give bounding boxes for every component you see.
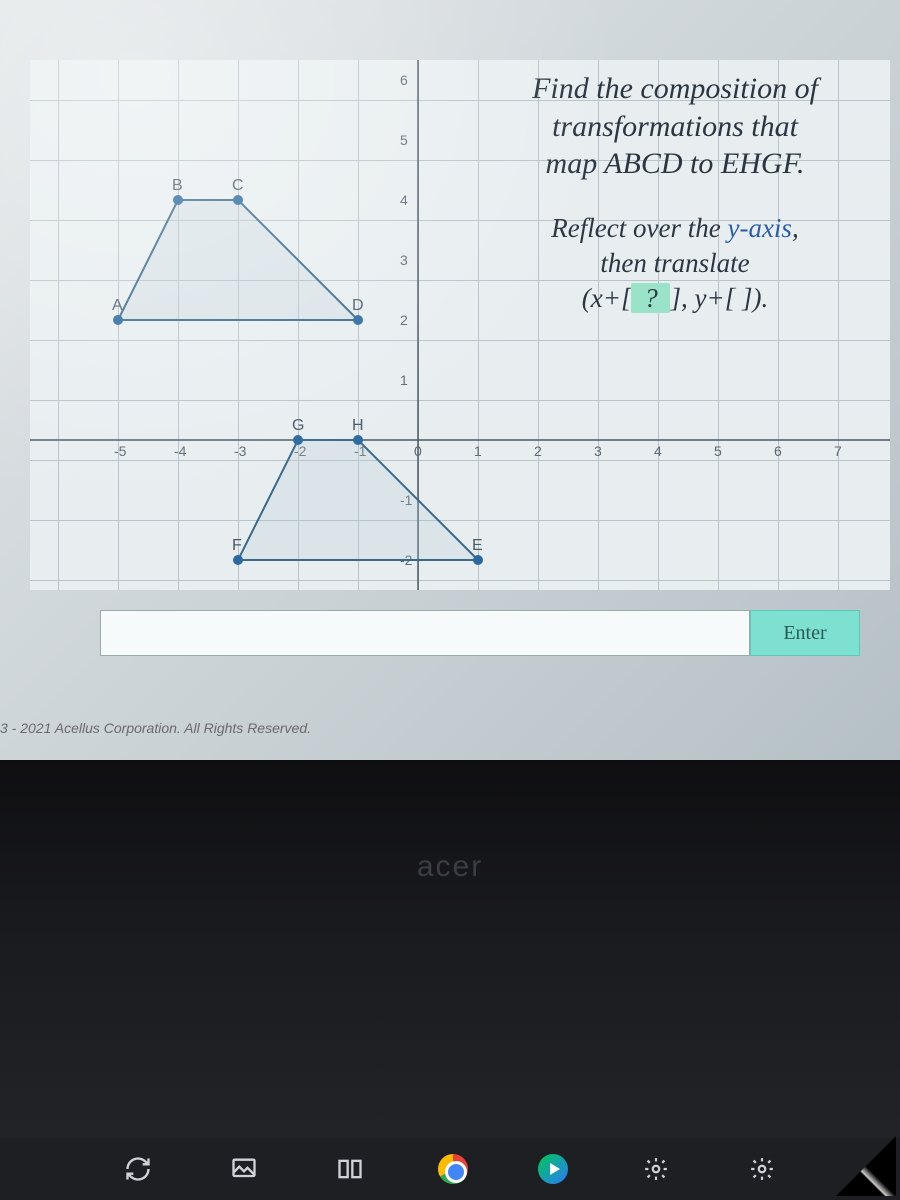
chrome-icon[interactable]: [438, 1154, 468, 1184]
svg-text:1: 1: [474, 443, 482, 459]
svg-text:6: 6: [400, 72, 408, 88]
question-line2: transformations that: [552, 110, 798, 143]
svg-text:H: H: [352, 417, 364, 434]
laptop-brand: acer: [417, 850, 483, 884]
svg-text:G: G: [292, 417, 304, 434]
question-line1: Find the composition of: [532, 72, 818, 105]
svg-text:B: B: [172, 177, 183, 194]
settings-icon[interactable]: [638, 1151, 674, 1187]
svg-text:E: E: [472, 537, 483, 554]
svg-text:0: 0: [414, 443, 422, 459]
expr-b: ], y+[ ]).: [670, 283, 768, 313]
answer-input[interactable]: [100, 610, 750, 656]
instr-part-a: Reflect over the: [551, 213, 727, 243]
svg-text:4: 4: [654, 443, 662, 459]
svg-text:-5: -5: [114, 443, 127, 459]
instr-part-c: ,: [792, 213, 799, 243]
question-text: Find the composition of transformations …: [465, 70, 885, 316]
svg-text:D: D: [352, 297, 364, 314]
question-line3: map ABCD to EHGF.: [546, 147, 805, 180]
taskview-icon[interactable]: [332, 1151, 368, 1187]
svg-text:F: F: [232, 537, 242, 554]
svg-text:6: 6: [774, 443, 782, 459]
svg-text:C: C: [232, 177, 244, 194]
enter-button[interactable]: Enter: [750, 610, 860, 656]
svg-text:5: 5: [400, 132, 408, 148]
svg-text:3: 3: [594, 443, 602, 459]
instr-yaxis: y-axis: [727, 213, 791, 243]
svg-text:A: A: [112, 297, 123, 314]
answer-blank-1[interactable]: ?: [631, 283, 670, 313]
svg-text:7: 7: [834, 443, 842, 459]
svg-text:-4: -4: [174, 443, 187, 459]
desk-area: [0, 760, 900, 1200]
copyright-text: 3 - 2021 Acellus Corporation. All Rights…: [0, 720, 311, 736]
svg-text:2: 2: [534, 443, 542, 459]
settings2-icon[interactable]: [744, 1151, 780, 1187]
svg-text:5: 5: [714, 443, 722, 459]
media-icon[interactable]: [538, 1154, 568, 1184]
plotted-shapes: A B C D E H G F: [112, 177, 483, 565]
svg-text:1: 1: [400, 372, 408, 388]
expr-a: (x+[: [582, 283, 632, 313]
svg-text:3: 3: [400, 252, 408, 268]
svg-text:4: 4: [400, 192, 408, 208]
svg-text:-3: -3: [234, 443, 247, 459]
monitor-screen: -5-4-3-2-101234567-2-1123456 ABCDEHGF Fi…: [0, 0, 900, 760]
windows-taskbar: [0, 1138, 900, 1200]
svg-text:2: 2: [400, 312, 408, 328]
answer-row: Enter: [100, 610, 860, 656]
image-icon[interactable]: [226, 1151, 262, 1187]
instr-line2: then translate: [600, 248, 749, 278]
refresh-icon[interactable]: [120, 1151, 156, 1187]
